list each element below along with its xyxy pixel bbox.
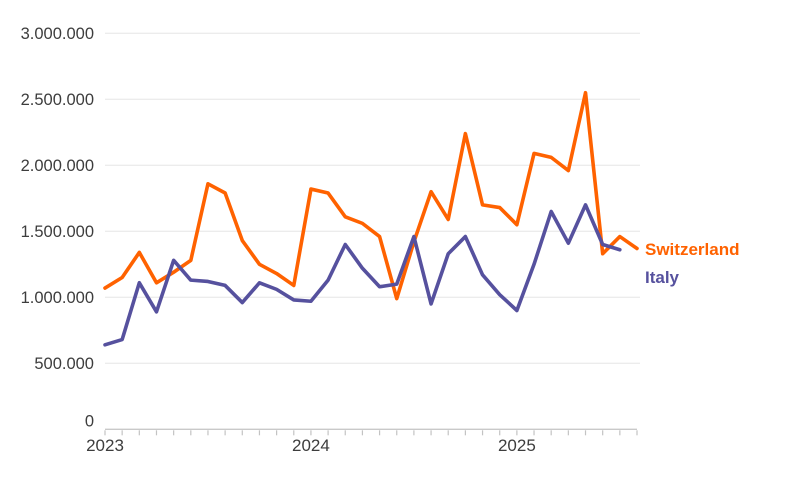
y-axis-label: 2.500.000 [21,91,94,109]
y-axis-label: 3.000.000 [21,25,94,43]
gridlines-group [105,32,640,364]
series-group [103,90,639,347]
x-axis-year-label: 2024 [292,436,330,455]
series-line-switzerland [103,90,639,301]
series-end-label-switzerland: Switzerland [645,240,740,259]
y-axis-label: 500.000 [34,355,94,373]
x-axis-group: 2023 2024 2025 [86,428,638,455]
series-line-italy [103,203,622,347]
y-axis-label: 1.000.000 [21,289,94,307]
x-axis-year-label: 2025 [498,436,536,455]
x-axis-year-label: 2023 [86,436,124,455]
y-axis-labels-group: 0 500.000 1.000.000 1.500.000 2.000.000 2.500… [21,25,94,431]
series-end-label-italy: Italy [645,268,680,287]
y-axis-label: 1.500.000 [21,223,94,241]
y-axis-label: 2.000.000 [21,157,94,175]
y-axis-label: 0 [85,413,94,431]
